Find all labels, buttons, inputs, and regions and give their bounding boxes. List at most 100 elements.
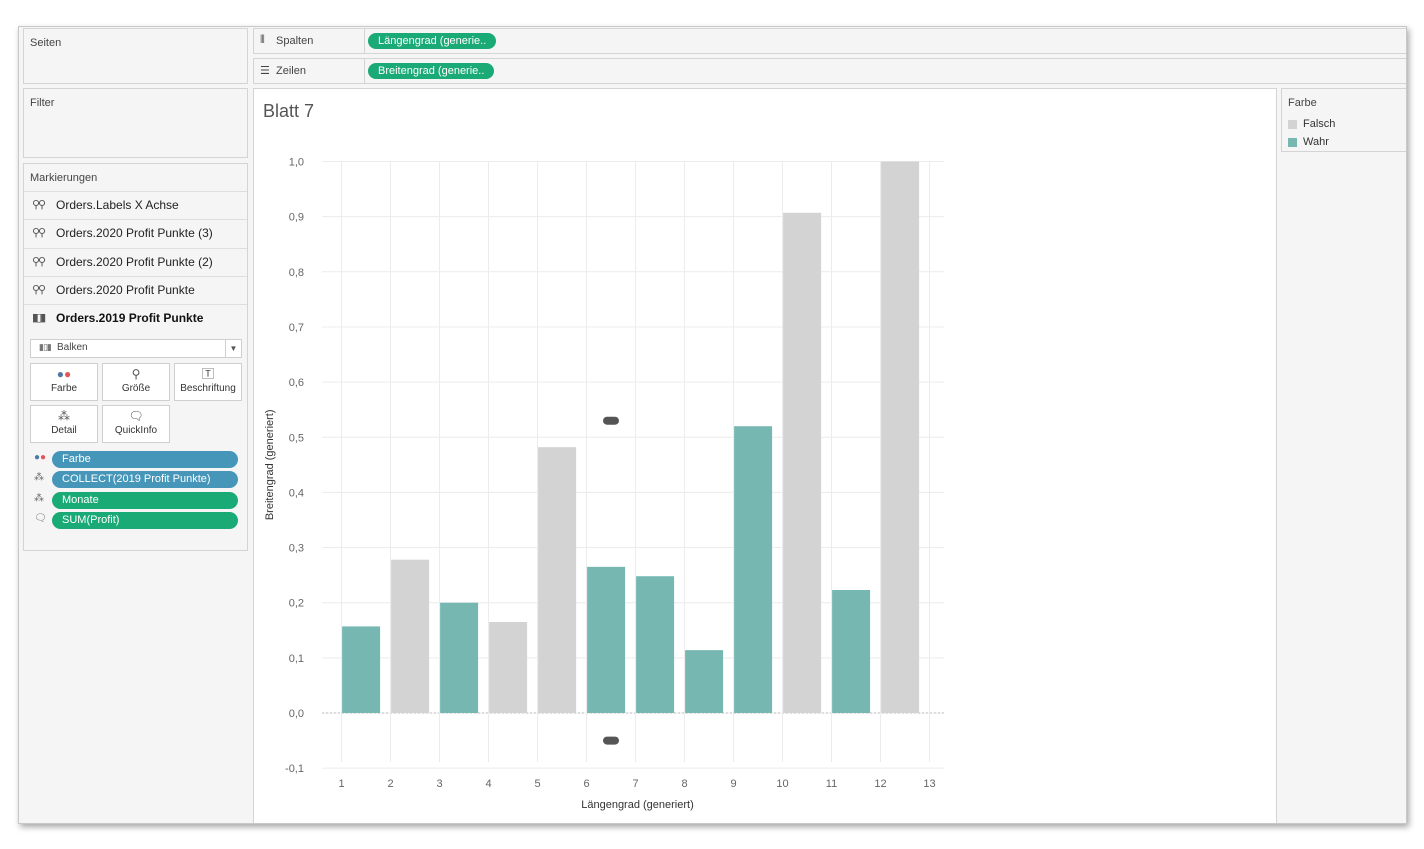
- label-button-label: Beschriftung: [180, 383, 236, 394]
- marks-layer-label: Orders.2020 Profit Punkte: [56, 283, 195, 297]
- y-tick-label: 0,6: [289, 377, 304, 389]
- marks-layer-label: Orders.Labels X Achse: [56, 198, 179, 212]
- map-marks-icon: ⚲⚲: [32, 284, 46, 296]
- y-tick-label: 0,3: [289, 543, 304, 555]
- sheet-title: Blatt 7: [263, 101, 315, 121]
- marks-layer-2020-profit[interactable]: ⚲⚲ Orders.2020 Profit Punkte: [24, 276, 247, 304]
- rows-pill-latitude[interactable]: Breitengrad (generie..: [368, 63, 495, 79]
- columns-shelf[interactable]: ⦀ Spalten Längengrad (generie..: [253, 28, 1406, 54]
- x-tick-label: 6: [583, 778, 589, 790]
- color-button[interactable]: ●● Farbe: [30, 363, 98, 401]
- tooltip-icon: 🗨: [34, 513, 47, 524]
- filters-card[interactable]: Filter: [23, 88, 248, 158]
- bar-chart-icon: ▮▯▮: [39, 342, 52, 352]
- mark-type-value: Balken: [57, 342, 88, 353]
- detail-button-label: Detail: [51, 425, 77, 436]
- rows-shelf[interactable]: ☰ Zeilen Breitengrad (generie..: [253, 58, 1406, 84]
- marks-layer-2020-profit-3[interactable]: ⚲⚲ Orders.2020 Profit Punkte (3): [24, 219, 247, 247]
- marks-layer-2019-profit[interactable]: ▮▯▮ Orders.2019 Profit Punkte: [24, 304, 247, 332]
- x-tick-label: 5: [534, 778, 540, 790]
- rows-shelf-label: Zeilen: [276, 65, 306, 77]
- y-tick-label: 0,4: [289, 487, 304, 499]
- data-marker: [603, 736, 619, 745]
- bar-chart: 1,00,90,80,70,60,50,40,30,20,10,0-0,11 2 3…: [264, 157, 944, 811]
- marks-layer-labels-x-axis[interactable]: ⚲⚲ Orders.Labels X Achse: [24, 191, 247, 219]
- bar: [391, 559, 430, 713]
- bar: [832, 590, 871, 713]
- x-tick-label: 2: [387, 778, 393, 790]
- y-tick-label: 0,7: [289, 322, 304, 334]
- legend-swatch: [1288, 138, 1297, 147]
- x-tick-label: 11: [826, 778, 837, 790]
- y-tick-label: -0,1: [285, 763, 304, 775]
- pages-card[interactable]: Seiten: [23, 28, 248, 84]
- filters-card-title: Filter: [30, 97, 55, 109]
- color-dots-icon: ●●: [34, 452, 47, 463]
- color-legend[interactable]: Farbe Falsch Wahr: [1281, 88, 1406, 152]
- legend-swatch: [1288, 120, 1297, 129]
- marks-card-title: Markierungen: [30, 172, 98, 184]
- shelf-divider: [364, 59, 365, 83]
- columns-shelf-label: Spalten: [276, 35, 314, 47]
- columns-icon: ⦀: [260, 34, 265, 46]
- columns-pill-longitude[interactable]: Längengrad (generie..: [368, 33, 497, 49]
- marks-layer-2020-profit-2[interactable]: ⚲⚲ Orders.2020 Profit Punkte (2): [24, 248, 247, 276]
- legend-item-wahr[interactable]: Wahr: [1288, 136, 1398, 150]
- pages-card-title: Seiten: [30, 37, 62, 49]
- marks-pill-color[interactable]: Farbe: [52, 451, 238, 468]
- bar: [783, 212, 822, 713]
- bar: [685, 650, 724, 713]
- marks-pill-row-months: ⁂ Monate: [30, 492, 242, 509]
- marks-pill-row-profit: 🗨 SUM(Profit): [30, 512, 242, 529]
- y-tick-label: 0,1: [289, 653, 304, 665]
- detail-icon: ⁂: [58, 409, 70, 423]
- detail-icon: ⁂: [34, 472, 44, 483]
- size-icon: ⚲: [131, 367, 141, 381]
- tooltip-icon: 🗨: [128, 409, 144, 423]
- y-tick-label: 0,2: [289, 598, 304, 610]
- marks-layer-label: Orders.2020 Profit Punkte (3): [56, 226, 213, 240]
- map-marks-icon: ⚲⚲: [32, 199, 46, 211]
- rows-icon: ☰: [260, 65, 270, 77]
- bar: [489, 622, 528, 713]
- legend-item-falsch[interactable]: Falsch: [1288, 118, 1398, 132]
- bar-marks-icon: ▮▯▮: [32, 312, 46, 324]
- y-tick-label: 0,9: [289, 212, 304, 224]
- worksheet-view[interactable]: Blatt 7 1,0 0,9 0,8 0,7 0,6 0,5 0,4 0,3 0,2 0,1 0,…: [253, 88, 1277, 823]
- detail-icon: ⁂: [34, 493, 44, 504]
- x-tick-label: 13: [923, 778, 935, 790]
- label-button[interactable]: 🅃 Beschriftung: [174, 363, 242, 401]
- color-dots-icon: ●●: [56, 367, 72, 381]
- detail-button[interactable]: ⁂ Detail: [30, 405, 98, 443]
- bar: [734, 426, 773, 713]
- size-button[interactable]: ⚲ Größe: [102, 363, 170, 401]
- x-tick-label: 8: [681, 778, 687, 790]
- marks-layer-label: Orders.2020 Profit Punkte (2): [56, 255, 213, 269]
- y-tick-label: 0,5: [289, 432, 304, 444]
- x-axis-title: Längengrad (generiert): [581, 799, 694, 811]
- x-tick-label: 7: [632, 778, 638, 790]
- marks-pill-sum-profit[interactable]: SUM(Profit): [52, 512, 238, 529]
- legend-title: Farbe: [1288, 97, 1317, 109]
- tooltip-button-label: QuickInfo: [114, 425, 158, 436]
- marks-pill-row-color: ●● Farbe: [30, 451, 242, 468]
- tooltip-button[interactable]: 🗨 QuickInfo: [102, 405, 170, 443]
- color-button-label: Farbe: [50, 383, 78, 394]
- bar: [636, 576, 675, 713]
- legend-label: Wahr: [1303, 136, 1329, 148]
- marks-layer-label: Orders.2019 Profit Punkte: [56, 311, 204, 325]
- y-tick-label: 1,0: [289, 157, 304, 169]
- y-axis-title: Breitengrad (generiert): [264, 409, 276, 520]
- bar: [342, 626, 381, 713]
- marks-pill-collect[interactable]: COLLECT(2019 Profit Punkte): [52, 471, 238, 488]
- marks-pill-row-collect: ⁂ COLLECT(2019 Profit Punkte): [30, 471, 242, 488]
- x-tick-label: 10: [776, 778, 788, 790]
- x-tick-label: 9: [730, 778, 736, 790]
- bar: [440, 602, 479, 713]
- bar: [881, 161, 920, 713]
- marks-pill-months[interactable]: Monate: [52, 492, 238, 509]
- chevron-down-icon[interactable]: ▼: [225, 340, 241, 357]
- mark-type-dropdown[interactable]: ▮▯▮ Balken ▼: [30, 339, 242, 358]
- size-button-label: Größe: [121, 383, 151, 394]
- marks-card: Markierungen ⚲⚲ Orders.Labels X Achse ⚲⚲…: [23, 163, 248, 551]
